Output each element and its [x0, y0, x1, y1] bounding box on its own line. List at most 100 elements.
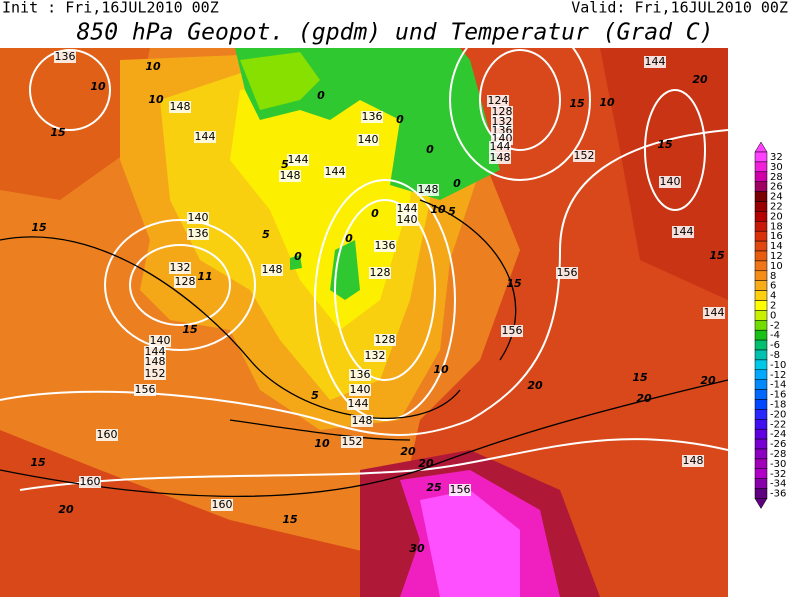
- colorbar-box: [754, 181, 768, 192]
- temperature-label: 15: [657, 138, 673, 151]
- temperature-label: 10: [433, 363, 449, 376]
- geopotential-label: 132: [365, 349, 386, 362]
- geopotential-label: 128: [370, 266, 391, 279]
- colorbar-box: [754, 428, 768, 440]
- colorbar-box: [754, 171, 768, 182]
- geopotential-label: 128: [492, 105, 513, 118]
- geopotential-label: 144: [325, 165, 346, 178]
- temperature-label: 0: [317, 89, 325, 102]
- geopotential-label: 124: [488, 94, 509, 107]
- colorbar-label: 6: [770, 281, 776, 292]
- temperature-label: 20: [692, 73, 708, 86]
- colorbar-label: -36: [770, 489, 786, 500]
- map: [0, 48, 728, 597]
- label-bg: [489, 152, 511, 164]
- colorbar-label: 4: [770, 291, 776, 302]
- geopotential-label: 160: [80, 475, 101, 488]
- colorbar-box: [754, 151, 768, 163]
- colorbar-box: [754, 379, 768, 390]
- colorbar-box: [754, 320, 768, 331]
- colorbar-label: 10: [770, 261, 783, 272]
- colorbar-box: [754, 310, 768, 321]
- geopotential-label: 144: [288, 153, 309, 166]
- geopotential-label: 148: [490, 151, 511, 164]
- temperature-label: 10: [314, 437, 330, 450]
- colorbar-box: [754, 240, 768, 252]
- colorbar-label: -34: [770, 479, 786, 490]
- temperature-label: 15: [632, 371, 648, 384]
- colorbar-label: -20: [770, 409, 786, 420]
- temperature-label: 0: [396, 113, 404, 126]
- label-bg: [169, 262, 191, 274]
- geopotential-label: 152: [574, 149, 595, 162]
- geopotential-label: 144: [397, 202, 418, 215]
- label-bg: [703, 307, 725, 319]
- label-bg: [369, 267, 391, 279]
- colorbar-label: 14: [770, 241, 783, 252]
- label-bg: [573, 150, 595, 162]
- geopotential-label: 132: [492, 115, 513, 128]
- valid-text: Valid: Fri,16JUL2010 00Z: [571, 0, 788, 17]
- colorbar-label: -6: [770, 340, 780, 351]
- geopotential-label: 136: [375, 239, 396, 252]
- label-bg: [349, 369, 371, 381]
- colorbar-box: [754, 250, 768, 262]
- label-bg: [349, 384, 371, 396]
- label-bg: [347, 398, 369, 410]
- geopotential-label: 160: [212, 498, 233, 511]
- colorbar-box: [754, 488, 768, 499]
- colorbar-label: 32: [770, 152, 783, 163]
- label-bg: [287, 154, 309, 166]
- colorbar-label: -28: [770, 449, 786, 460]
- colorbar-label: -14: [770, 380, 786, 391]
- geopotential-label: 144: [673, 225, 694, 238]
- colorbar-box: [754, 389, 768, 400]
- colorbar-label: 22: [770, 201, 783, 212]
- colorbar-box: [754, 339, 768, 351]
- colorbar-label: 20: [770, 211, 783, 222]
- temperature-label: 20: [700, 374, 716, 387]
- geopotential-label: 140: [660, 175, 681, 188]
- geopotential-label: 136: [350, 368, 371, 381]
- geopotential-label: 160: [97, 428, 118, 441]
- colorbar-box: [754, 458, 768, 470]
- temperature-label: 25: [426, 481, 442, 494]
- colorbar-box: [754, 359, 768, 371]
- label-bg: [144, 368, 166, 380]
- label-bg: [187, 212, 209, 224]
- colorbar-box: [754, 221, 768, 232]
- colorbar-label: -2: [770, 320, 780, 331]
- geopotential-label: 156: [450, 483, 471, 496]
- label-bg: [79, 476, 101, 488]
- geopotential-label: 140: [350, 383, 371, 396]
- colorbar-label: 28: [770, 172, 783, 183]
- colorbar-box: [754, 478, 768, 489]
- geopotential-label: 136: [55, 50, 76, 63]
- temperature-label: 0: [453, 177, 461, 190]
- geopotential-label: 144: [490, 140, 511, 153]
- colorbar-label: 0: [770, 310, 776, 321]
- colorbar-box: [754, 201, 768, 212]
- label-bg: [487, 95, 509, 107]
- temperature-label: 0: [371, 207, 379, 220]
- label-bg: [194, 131, 216, 143]
- label-bg: [324, 166, 346, 178]
- colorbar-box: [754, 438, 768, 450]
- geopotential-label: 148: [683, 454, 704, 467]
- geopotential-label: 148: [418, 183, 439, 196]
- colorbar-label: -32: [770, 469, 786, 480]
- temperature-label: 5: [262, 228, 270, 241]
- label-bg: [396, 214, 418, 226]
- geopotential-label: 128: [175, 275, 196, 288]
- geopotential-label: 140: [150, 334, 171, 347]
- colorbar-label: -10: [770, 360, 786, 371]
- temperature-label: 20: [58, 503, 74, 516]
- geopotential-label: 148: [262, 263, 283, 276]
- colorbar-label: 8: [770, 271, 776, 282]
- geopotential-label: 144: [704, 306, 725, 319]
- colorbar-box: [754, 270, 768, 281]
- colorbar-label: 12: [770, 251, 783, 262]
- geopotential-label: 148: [170, 100, 191, 113]
- label-bg: [659, 176, 681, 188]
- temperature-label: 15: [506, 277, 522, 290]
